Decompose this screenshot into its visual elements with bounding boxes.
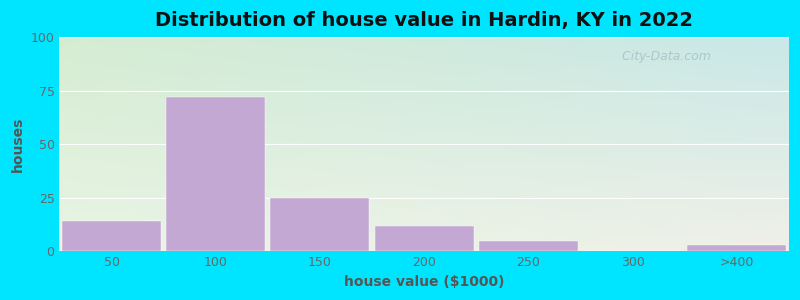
Bar — [479, 241, 578, 251]
Bar — [166, 97, 266, 251]
Bar — [62, 221, 161, 251]
Y-axis label: houses: houses — [11, 117, 25, 172]
Bar — [374, 226, 474, 251]
Text: City-Data.com: City-Data.com — [614, 50, 710, 63]
Bar — [270, 198, 370, 251]
Bar — [687, 245, 786, 251]
Title: Distribution of house value in Hardin, KY in 2022: Distribution of house value in Hardin, K… — [155, 11, 693, 30]
X-axis label: house value ($1000): house value ($1000) — [344, 275, 504, 289]
